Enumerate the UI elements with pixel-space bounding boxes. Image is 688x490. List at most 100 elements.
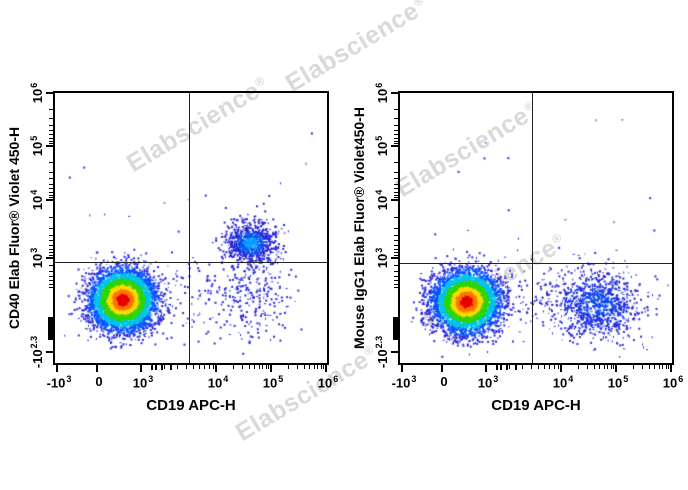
axis-tick [394, 197, 398, 199]
axis-tick [496, 365, 499, 370]
axis-tick [613, 365, 615, 369]
axis-tick [499, 365, 502, 370]
y-tick-label: -102.3 [28, 335, 46, 369]
x-tick-label: 106 [662, 374, 684, 391]
axis-tick [320, 365, 322, 369]
quadrant-gate-horizontal-right [400, 263, 672, 264]
x-tick-label: 103 [132, 374, 154, 391]
axis-tick [632, 365, 634, 369]
y-tick-label: 103 [28, 247, 46, 269]
axis-tick [394, 252, 398, 254]
axis-tick [599, 365, 601, 369]
axis-tick [186, 365, 188, 369]
axis-tick [394, 108, 398, 110]
axis-tick [151, 365, 154, 370]
axis-tick [607, 365, 609, 369]
axis-tick [394, 162, 398, 164]
axis-tick [46, 256, 53, 259]
axis-tick [317, 365, 319, 369]
axis-tick [49, 280, 53, 282]
axis-tick [394, 183, 398, 185]
axis-tick [506, 365, 509, 370]
axis-tick [193, 365, 195, 369]
axis-tick [56, 365, 58, 372]
axis-tick [163, 365, 165, 369]
axis-tick [49, 276, 53, 278]
axis-tick [394, 240, 398, 242]
axis-tick [48, 317, 53, 341]
axis-tick [46, 198, 53, 201]
axis-tick [394, 234, 398, 236]
axis-tick [49, 140, 53, 142]
axis-tick [49, 162, 53, 164]
axis-tick [154, 365, 157, 370]
axis-tick [49, 134, 53, 136]
axis-tick [394, 171, 398, 173]
y-tick-label: 106 [373, 82, 391, 104]
axis-tick [287, 365, 289, 369]
axis-tick [394, 283, 398, 285]
axis-tick [49, 191, 53, 193]
y-tick-label: 104 [373, 189, 391, 211]
axis-tick [49, 197, 53, 199]
axis-tick [394, 129, 398, 131]
quadrant-gate-vertical-right [532, 93, 533, 363]
axis-tick [553, 365, 555, 369]
axis-tick [208, 365, 210, 369]
axis-tick [614, 365, 617, 372]
y-tick-label: 104 [28, 189, 46, 211]
watermark-text: Elabscience® [280, 0, 427, 98]
axis-tick [49, 183, 53, 185]
axis-tick [49, 171, 53, 173]
axis-tick [544, 365, 546, 369]
quadrant-gate-horizontal-left [55, 262, 327, 263]
axis-tick [394, 286, 398, 288]
axis-tick [49, 118, 53, 120]
axis-tick [49, 270, 53, 272]
axis-tick [269, 365, 272, 372]
axis-tick [594, 365, 596, 369]
axis-tick [170, 365, 173, 370]
axis-tick [391, 350, 398, 353]
y-axis-label-left: CD40 Elab Fluor® Violet 450-H [6, 126, 22, 330]
axis-tick [324, 365, 327, 372]
axis-tick [662, 365, 664, 369]
x-tick-label: 104 [207, 374, 229, 391]
axis-tick [46, 92, 53, 94]
axis-tick [394, 217, 398, 219]
axis-tick [610, 365, 612, 369]
axis-tick [49, 286, 53, 288]
axis-tick [49, 137, 53, 139]
axis-tick [49, 245, 53, 247]
axis-tick [587, 365, 589, 369]
axis-tick [254, 365, 256, 369]
axis-tick [49, 129, 53, 131]
axis-tick [669, 365, 672, 372]
axis-tick [309, 365, 311, 369]
axis-tick [394, 191, 398, 193]
axis-tick [49, 252, 53, 254]
axis-tick [394, 276, 398, 278]
axis-tick [176, 365, 178, 369]
axis-tick [268, 365, 270, 369]
x-tick-label: 106 [317, 374, 339, 391]
axis-tick [49, 178, 53, 180]
axis-tick [394, 245, 398, 247]
x-axis-label-left: CD19 APC-H [146, 397, 236, 414]
axis-tick [538, 365, 540, 369]
y-tick-label: -102.3 [373, 335, 391, 369]
axis-tick [649, 365, 651, 369]
axis-tick [394, 187, 398, 189]
axis-tick [394, 137, 398, 139]
axis-tick [49, 248, 53, 250]
axis-tick [394, 118, 398, 120]
axis-tick [232, 365, 234, 369]
axis-tick [440, 365, 443, 372]
axis-tick [557, 365, 559, 369]
axis-tick [49, 255, 53, 257]
axis-tick [49, 234, 53, 236]
axis-tick [262, 365, 264, 369]
axis-tick [212, 365, 214, 369]
axis-tick [515, 365, 518, 370]
